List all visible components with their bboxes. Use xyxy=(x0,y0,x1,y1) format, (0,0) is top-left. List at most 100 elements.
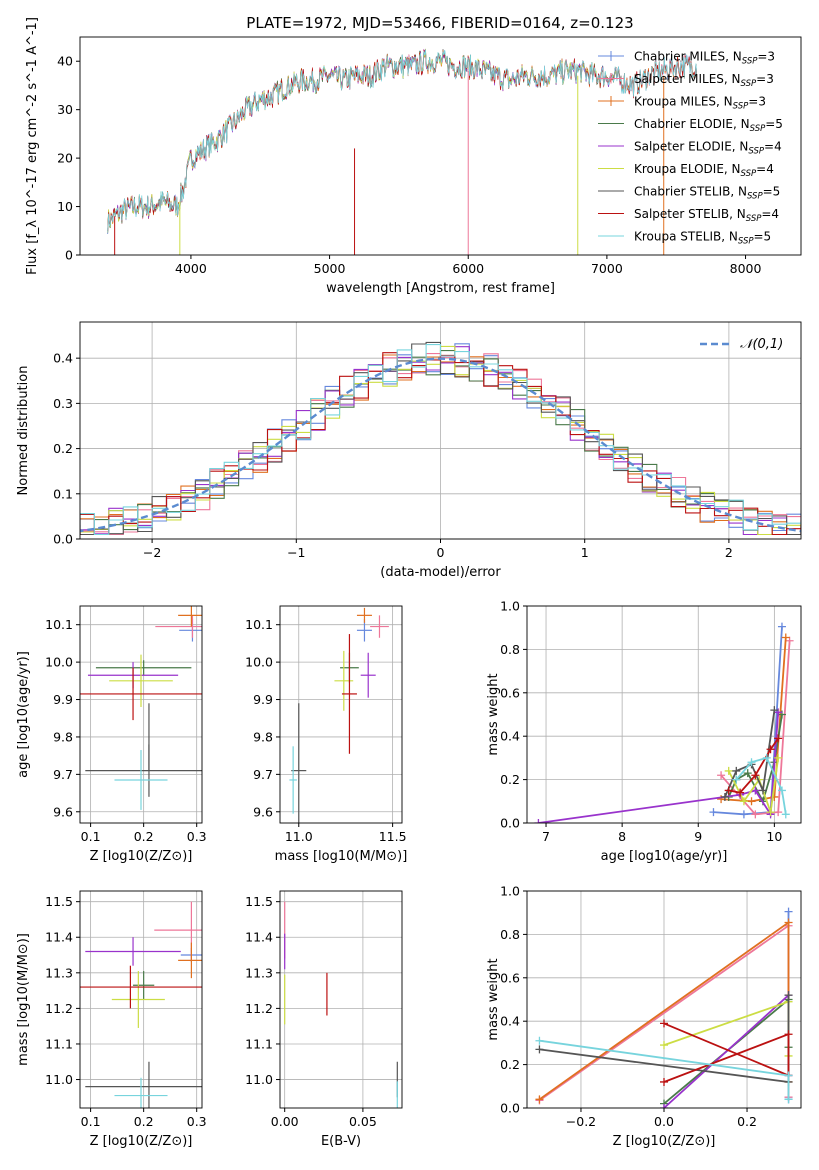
weight-line xyxy=(713,626,783,816)
legend-label: 𝒩(0,1) xyxy=(740,337,783,352)
y-tick-label: 9.9 xyxy=(253,692,273,707)
x-tick-label: −1 xyxy=(287,545,305,560)
chart-weight-vs-Z: −0.2 0.0 0.2 0.0 0.2 0.4 0.6 0.8 1.0 Z [log10(Z/Z… xyxy=(486,884,802,1149)
x-tick-label: 7000 xyxy=(591,261,623,276)
weight-point xyxy=(784,1095,793,1104)
y-tick-label: 1.0 xyxy=(500,599,520,614)
x-tick-label: 0.00 xyxy=(271,1114,299,1129)
weight-point xyxy=(747,758,756,767)
axes-frame xyxy=(79,890,203,1109)
x-axis-label: Z [log10(Z/Z⊙)] xyxy=(613,1134,716,1149)
y-tick-label: 0 xyxy=(65,248,73,263)
plot-area xyxy=(534,622,794,823)
legend-label: Chabrier MILES, NSSP=3 xyxy=(634,50,775,67)
legend-label: Salpeter ELODIE, NSSP=4 xyxy=(634,140,782,157)
spectrum-line xyxy=(107,48,621,231)
legend-subscript: SSP xyxy=(746,214,762,224)
weight-point xyxy=(784,918,793,927)
y-tick-label: 0.4 xyxy=(500,1014,520,1029)
weight-point xyxy=(751,786,760,795)
y-tick-label: 1.0 xyxy=(500,884,520,899)
x-tick-label: 8 xyxy=(618,829,626,844)
legend-text: Chabrier STELIB, N xyxy=(634,185,747,199)
y-axis-label: mass weight xyxy=(486,673,501,755)
legend-text: Kroupa STELIB, N xyxy=(634,230,738,244)
spectrum-line xyxy=(107,49,698,232)
y-tick-label: 11.3 xyxy=(45,965,73,980)
y-tick-label: 40 xyxy=(57,54,73,69)
weight-point xyxy=(736,788,745,797)
weight-line xyxy=(663,993,790,1108)
weight-point xyxy=(781,633,790,642)
legend-label: Salpeter STELIB, NSSP=4 xyxy=(634,207,779,224)
x-tick-label: 0.1 xyxy=(81,1114,101,1129)
legend-subscript: SSP xyxy=(741,79,757,89)
x-axis-label: (data-model)/error xyxy=(380,565,501,580)
spectrum-line xyxy=(107,49,698,232)
y-tick-label: 9.7 xyxy=(53,767,73,782)
y-tick-label: 9.8 xyxy=(53,729,73,744)
weight-point xyxy=(777,622,786,631)
weight-point xyxy=(774,753,783,762)
y-tick-label: 9.9 xyxy=(53,692,73,707)
weight-point xyxy=(784,1030,793,1039)
weight-point xyxy=(535,1036,544,1045)
spectrum-line xyxy=(107,48,621,233)
figure-title: PLATE=1972, MJD=53466, FIBERID=0164, z=0… xyxy=(246,14,633,32)
plot-area xyxy=(107,48,698,255)
legend-label: Salpeter MILES, NSSP=3 xyxy=(634,72,774,89)
weight-point xyxy=(732,775,741,784)
y-tick-label: 0.2 xyxy=(500,1057,520,1072)
y-tick-label: 0.6 xyxy=(500,970,520,985)
legend-text: =5 xyxy=(763,185,781,199)
weight-point xyxy=(709,808,718,817)
weight-point xyxy=(535,1095,544,1104)
plot-area xyxy=(284,901,398,1108)
axes-frame xyxy=(279,605,403,824)
y-tick-label: 11.2 xyxy=(245,1001,273,1016)
axes-frame xyxy=(79,605,203,824)
y-tick-label: 30 xyxy=(57,102,73,117)
y-tick-label: 0.8 xyxy=(500,642,520,657)
weight-point xyxy=(774,808,783,817)
x-axis-label: Z [log10(Z/Z⊙)] xyxy=(90,849,193,864)
legend-text: =4 xyxy=(761,207,779,221)
y-tick-label: 11.3 xyxy=(245,965,273,980)
y-tick-label: 11.5 xyxy=(45,894,73,909)
x-axis-label: mass [log10(M/M⊙)] xyxy=(275,849,408,864)
x-axis-label: wavelength [Angstrom, rest frame] xyxy=(326,281,555,296)
weight-point xyxy=(747,797,756,806)
legend-label: Chabrier STELIB, NSSP=5 xyxy=(634,185,780,202)
y-tick-label: 11.4 xyxy=(45,930,73,945)
x-tick-label: 0.3 xyxy=(187,1114,207,1129)
x-axis-label: age [log10(age/yr)] xyxy=(601,849,728,864)
x-axis-label: Z [log10(Z/Z⊙)] xyxy=(90,1134,193,1149)
y-tick-label: 11.0 xyxy=(245,1072,273,1087)
plot-area xyxy=(535,907,793,1108)
legend-label: Kroupa STELIB, NSSP=5 xyxy=(634,230,771,247)
y-tick-label: 11.4 xyxy=(245,930,273,945)
legend-text: Salpeter STELIB, N xyxy=(634,207,746,221)
weight-point xyxy=(720,792,729,801)
weight-point xyxy=(724,786,733,795)
legend-label: Kroupa MILES, NSSP=3 xyxy=(634,95,766,112)
y-axis-label: age [log10(age/yr)] xyxy=(16,651,31,778)
chart-spectrum: 4000 5000 6000 7000 8000 0 10 20 30 40 wavelength … xyxy=(25,17,802,296)
x-tick-label: 0.2 xyxy=(134,1114,154,1129)
legend-text: =4 xyxy=(764,140,782,154)
y-tick-label: 10.0 xyxy=(245,655,273,670)
y-tick-label: 11.5 xyxy=(245,894,273,909)
legend-text: Kroupa MILES, N xyxy=(634,95,733,109)
weight-point xyxy=(766,808,775,817)
legend-text: Chabrier ELODIE, N xyxy=(634,117,750,131)
y-tick-label: 0.3 xyxy=(53,396,73,411)
y-tick-label: 9.8 xyxy=(253,729,273,744)
y-tick-label: 0.2 xyxy=(500,772,520,787)
weight-point xyxy=(781,810,790,819)
x-tick-label: 0.2 xyxy=(737,1114,757,1129)
legend-subscript: SSP xyxy=(748,147,764,157)
weight-point xyxy=(743,769,752,778)
weight-point xyxy=(762,753,771,762)
y-tick-label: 11.0 xyxy=(45,1072,73,1087)
